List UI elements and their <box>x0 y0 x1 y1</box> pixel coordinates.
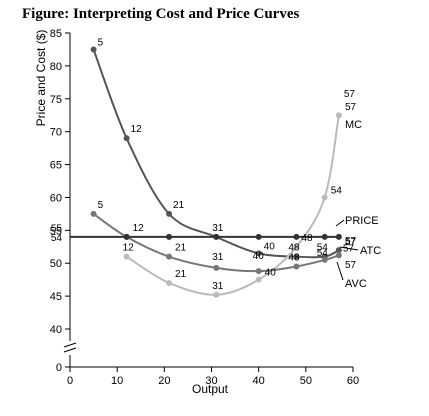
y-tick-label: 85 <box>50 28 62 40</box>
point-label: 40 <box>265 268 277 279</box>
point-label: 57 <box>345 237 357 248</box>
label-connector <box>339 246 359 251</box>
data-point <box>321 233 328 240</box>
x-axis-label: Output <box>192 382 229 396</box>
point-label: 54 <box>331 185 343 196</box>
data-point <box>293 243 300 250</box>
curve-marker-label: 57 <box>345 260 357 271</box>
data-point <box>335 252 342 259</box>
point-label: 31 <box>212 252 224 263</box>
data-point <box>166 233 173 240</box>
x-tick-label: 60 <box>347 375 359 387</box>
point-label: 31 <box>212 223 224 234</box>
curve-label-mc: MC <box>345 119 362 131</box>
curve-label-atc: ATC <box>360 245 381 257</box>
point-label: 54 <box>317 243 329 254</box>
y-tick-label: 45 <box>50 291 62 303</box>
curve-marker-label: 57 <box>345 236 357 247</box>
y-tick-label: 75 <box>50 94 62 106</box>
x-tick-label: 30 <box>205 375 217 387</box>
point-label: 31 <box>212 281 224 292</box>
y-axis-break <box>63 342 77 353</box>
data-points <box>90 46 342 298</box>
y-tick-label: 80 <box>50 61 62 73</box>
data-point <box>255 233 262 240</box>
data-point <box>321 256 328 263</box>
label-connector <box>336 261 344 281</box>
point-label: 57 <box>344 89 356 100</box>
data-point <box>255 276 262 283</box>
point-label: 48 <box>288 243 300 254</box>
data-point <box>90 46 97 53</box>
point-label: 5 <box>98 200 104 211</box>
data-point <box>293 253 300 260</box>
x-tick-label: 50 <box>300 375 312 387</box>
x-tick-label: 10 <box>111 375 123 387</box>
point-label: 40 <box>253 251 265 262</box>
data-point <box>123 135 130 142</box>
point-label: 12 <box>133 223 145 234</box>
data-point <box>213 264 220 271</box>
data-point <box>213 233 220 240</box>
curve-label-price: PRICE <box>345 215 379 227</box>
point-label: 21 <box>175 243 187 254</box>
data-point <box>335 247 342 254</box>
data-point <box>166 253 173 260</box>
point-label: 54 <box>317 248 329 259</box>
point-label: 5 <box>98 37 104 48</box>
x-tick-label: 40 <box>253 375 265 387</box>
y-tick-label: 60 <box>50 192 62 204</box>
y-tick-label: 70 <box>50 127 62 139</box>
series-line-1 <box>126 115 340 296</box>
data-point <box>123 253 130 260</box>
y-axis-label: Price and Cost ($) <box>34 30 48 127</box>
chart-title: Figure: Interpreting Cost and Price Curv… <box>22 6 300 22</box>
curve-label-avc: AVC <box>345 278 367 290</box>
y-tick-label: 40 <box>50 324 62 336</box>
data-point <box>123 233 130 240</box>
point-label: 12 <box>131 124 143 135</box>
data-point <box>166 279 173 286</box>
x-tick-label: 20 <box>158 375 170 387</box>
y-tick-label: 55 <box>50 225 62 237</box>
data-point <box>213 291 220 298</box>
y-tick-label: 65 <box>50 160 62 172</box>
point-label: 40 <box>264 241 276 252</box>
data-point <box>335 233 342 240</box>
point-label: 12 <box>123 243 135 254</box>
point-label: 21 <box>175 269 187 280</box>
point-label: 48 <box>288 253 300 264</box>
y-tick-label: 50 <box>50 258 62 270</box>
data-point <box>335 112 342 119</box>
data-point <box>90 210 97 217</box>
data-point <box>293 263 300 270</box>
point-label: 21 <box>173 200 185 211</box>
point-labels: 5 12 21 31 40 48 54 57 12 21 31 40 48 54 57 5 12 21 31 40 48… <box>98 37 382 291</box>
curve-marker-label: 57 <box>345 102 357 113</box>
y-extra-label: 55 <box>51 223 63 234</box>
data-point <box>166 210 173 217</box>
x-tick-label: 0 <box>67 375 73 387</box>
y-tick-label: 0 <box>56 362 62 374</box>
data-point <box>255 268 262 275</box>
point-label: 48 <box>301 233 313 244</box>
data-point <box>321 194 328 201</box>
label-connector <box>335 219 345 227</box>
data-point <box>255 250 262 257</box>
data-point <box>293 233 300 240</box>
y-extra-label: 54 <box>51 233 63 244</box>
